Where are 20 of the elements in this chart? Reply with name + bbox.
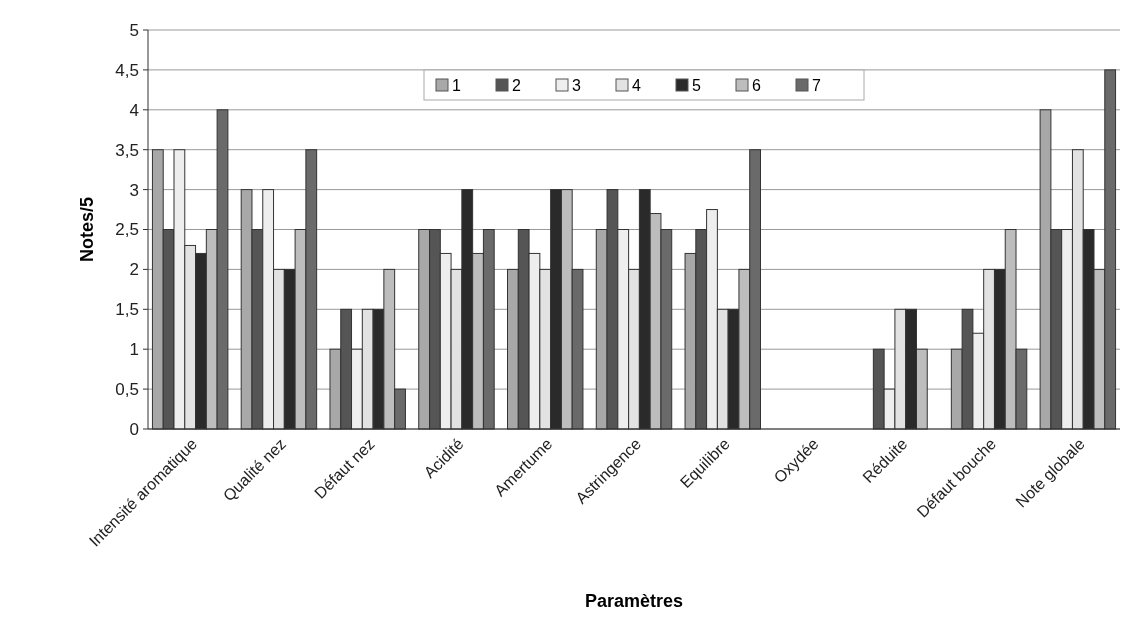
y-tick-label: 0 xyxy=(129,419,139,439)
x-axis-title: Paramètres xyxy=(584,591,684,611)
legend-label: 7 xyxy=(812,76,821,94)
y-tick-label: 2,5 xyxy=(115,220,139,240)
y-tick-label: 3 xyxy=(129,180,139,200)
y-axis-title: Notes/5 xyxy=(77,196,97,263)
y-tick-label: 4,5 xyxy=(115,60,139,80)
legend-label: 4 xyxy=(632,76,641,94)
y-tick-label: 2 xyxy=(129,260,139,280)
y-tick-label: 1,5 xyxy=(115,300,139,320)
legend-label: 5 xyxy=(692,76,701,94)
y-tick-label: 3,5 xyxy=(115,140,139,160)
y-tick-label: 5 xyxy=(129,20,139,40)
legend-label: 6 xyxy=(752,76,761,94)
y-tick-label: 0,5 xyxy=(115,380,139,400)
legend-label: 2 xyxy=(512,76,521,94)
y-tick-label: 4 xyxy=(129,100,139,120)
legend-label: 1 xyxy=(452,76,461,94)
y-tick-label: 1 xyxy=(129,340,139,360)
legend-label: 3 xyxy=(572,76,581,94)
